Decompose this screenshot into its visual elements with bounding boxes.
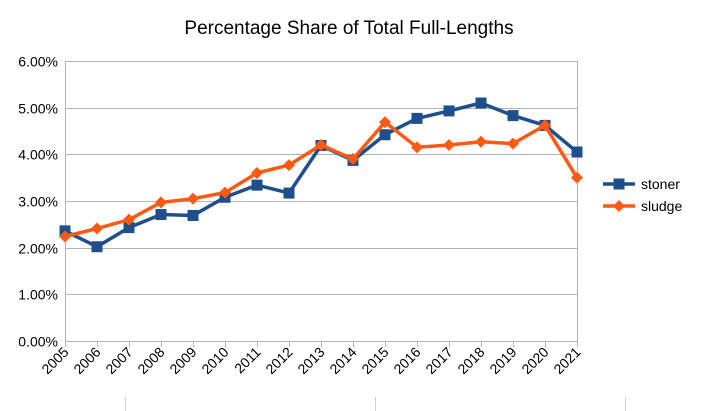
y-tick-label: 4.00% [18, 147, 58, 163]
y-tick-label: 5.00% [18, 101, 58, 117]
footer-divider-marks [125, 397, 626, 411]
grid-lines [65, 61, 577, 295]
data-point-stoner [443, 105, 455, 117]
data-point-stoner [123, 222, 135, 234]
series-stoner [59, 97, 583, 253]
x-tick-label: 2020 [518, 344, 551, 377]
chart-title: Percentage Share of Total Full-Lengths [184, 18, 513, 39]
legend: stoner sludge [603, 176, 682, 214]
data-point-sludge [443, 139, 455, 151]
legend-item-sludge: sludge [603, 198, 682, 214]
data-point-sludge [219, 186, 231, 199]
data-point-sludge [283, 159, 295, 172]
data-point-stoner [379, 129, 391, 141]
data-point-stoner [187, 209, 199, 221]
data-point-stoner [251, 179, 263, 191]
data-point-sludge [123, 213, 135, 226]
legend-label: stoner [641, 176, 680, 192]
x-tick-label: 2018 [454, 344, 487, 377]
x-tick-label: 2017 [422, 344, 455, 377]
data-point-sludge [59, 230, 71, 243]
x-tick-label: 2011 [231, 344, 264, 377]
data-point-stoner [91, 241, 103, 253]
x-tick-label: 2012 [262, 344, 295, 377]
series-sludge [59, 116, 583, 243]
data-point-sludge [539, 119, 551, 132]
data-point-sludge [91, 222, 103, 235]
legend-marker [613, 178, 625, 190]
data-point-sludge [571, 171, 583, 184]
y-tick-label: 6.00% [18, 54, 58, 70]
data-point-stoner [283, 187, 295, 199]
data-point-sludge [187, 192, 199, 205]
y-tick-label: 2.00% [18, 241, 58, 257]
x-tick-label: 2015 [358, 344, 391, 377]
y-tick-label: 0.00% [18, 334, 58, 350]
data-point-sludge [347, 153, 359, 165]
x-tick-label: 2013 [294, 344, 327, 377]
data-point-sludge [507, 137, 519, 150]
x-tick-label: 2007 [102, 344, 135, 377]
data-point-stoner [571, 146, 583, 158]
series [59, 97, 583, 253]
y-tick-label: 1.00% [18, 287, 58, 303]
x-tick-label: 2010 [198, 344, 231, 377]
x-tick-label: 2021 [550, 344, 583, 377]
legend-marker [613, 200, 625, 212]
data-point-stoner [155, 209, 167, 221]
data-point-stoner [411, 112, 423, 124]
x-tick-label: 2019 [486, 344, 519, 377]
legend-item-stoner: stoner [603, 176, 680, 192]
series-line-stoner [64, 101, 579, 249]
data-point-sludge [411, 141, 423, 154]
x-tick-label: 2016 [390, 344, 423, 377]
data-point-sludge [315, 139, 327, 151]
x-tick-label: 2009 [166, 344, 199, 377]
x-tick-label: 2008 [134, 344, 167, 377]
data-point-sludge [155, 196, 167, 209]
x-tick-label: 2006 [70, 344, 103, 377]
data-point-sludge [251, 167, 263, 179]
y-tick-label: 3.00% [18, 194, 58, 210]
x-tick-label: 2014 [326, 344, 359, 377]
data-point-sludge [379, 116, 391, 129]
legend-label: sludge [641, 198, 682, 214]
y-tick-labels: 0.00% 1.00% 2.00% 3.00% 4.00% 5.00% 6.00% [18, 54, 58, 350]
data-point-sludge [475, 135, 487, 148]
data-point-stoner [507, 110, 519, 122]
axes [65, 61, 578, 347]
data-point-stoner [475, 97, 487, 109]
